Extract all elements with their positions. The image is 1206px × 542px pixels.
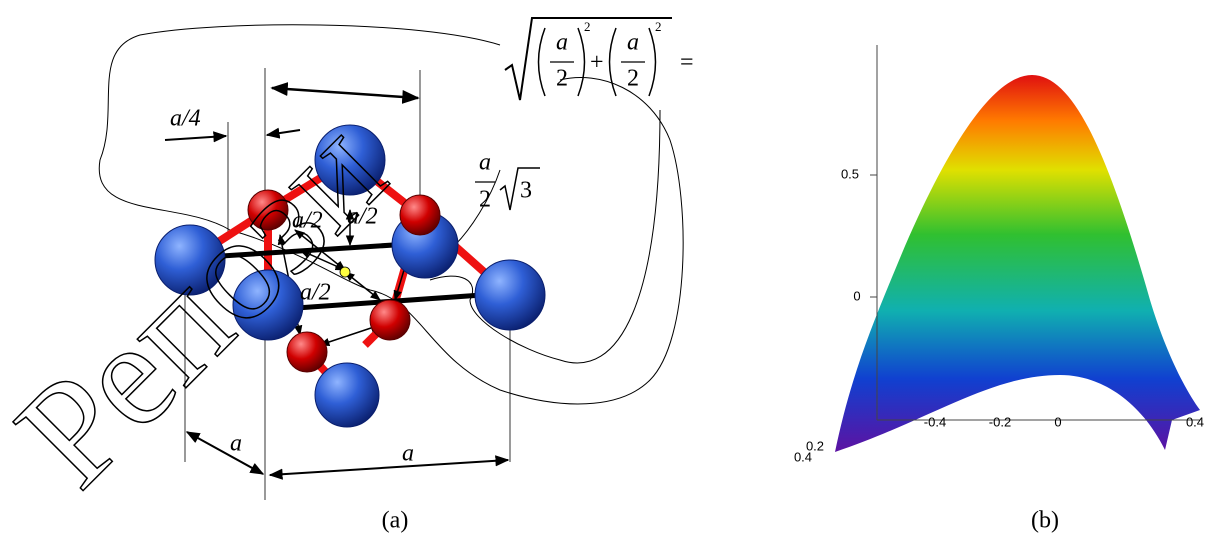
label: 0.4 bbox=[1186, 414, 1204, 429]
label: a/4 bbox=[170, 106, 201, 132]
label: -0.2 bbox=[989, 414, 1011, 429]
atom-large bbox=[475, 260, 545, 330]
label: a bbox=[230, 431, 242, 457]
label: a bbox=[627, 30, 639, 56]
label: a bbox=[479, 150, 491, 176]
label: 2 bbox=[556, 66, 568, 92]
label: 2 bbox=[479, 187, 491, 213]
label: 0 bbox=[1054, 414, 1061, 429]
atom-small bbox=[370, 300, 410, 340]
label: = bbox=[680, 50, 694, 76]
label: a bbox=[402, 441, 414, 467]
label: 0.5 bbox=[841, 166, 859, 181]
label: 2 bbox=[655, 19, 662, 34]
figure: a/4aaa/2a/2a/2a22+a22=a23(a)0.50-0.4-0.2… bbox=[0, 0, 1206, 542]
line bbox=[345, 272, 380, 300]
label: a bbox=[556, 30, 568, 56]
atom-large bbox=[315, 363, 379, 427]
surface bbox=[835, 75, 1200, 452]
label: -0.4 bbox=[924, 414, 946, 429]
line bbox=[187, 432, 263, 474]
caption: (b) bbox=[1031, 508, 1059, 534]
label: 2 bbox=[584, 19, 591, 34]
guide-curve bbox=[430, 110, 660, 363]
label: 3 bbox=[520, 178, 532, 204]
atom-small bbox=[287, 332, 327, 372]
line bbox=[270, 460, 508, 475]
line bbox=[165, 136, 226, 140]
label: 2 bbox=[627, 66, 639, 92]
caption: (a) bbox=[382, 508, 409, 534]
label: 0 bbox=[853, 288, 860, 303]
label: 0.4 bbox=[794, 449, 812, 464]
label: + bbox=[590, 50, 604, 76]
